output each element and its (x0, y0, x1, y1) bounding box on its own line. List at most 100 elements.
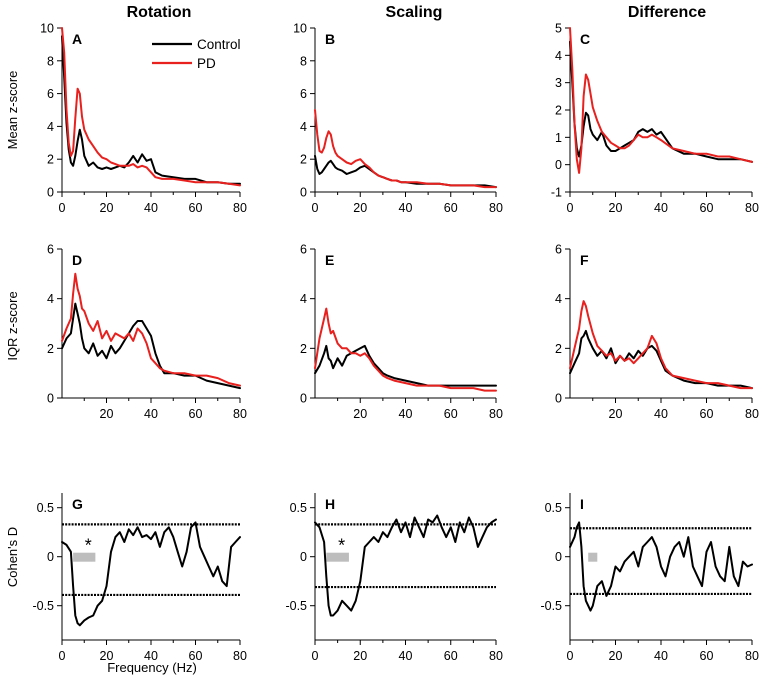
y-tick-label: 1 (555, 131, 562, 145)
x-tick-label: 0 (312, 649, 319, 663)
x-tick-label: 40 (399, 201, 413, 215)
x-tick-label: 20 (609, 407, 623, 421)
y-tick-label: 2 (47, 342, 54, 356)
series-pd (314, 307, 497, 392)
y-tick-label: 6 (47, 243, 54, 257)
y-tick-label: 2 (555, 104, 562, 118)
x-tick-label: 20 (609, 649, 623, 663)
y-tick-label: 0 (47, 392, 54, 406)
y-tick-label: 2 (47, 153, 54, 167)
series-cohen-s-d (314, 514, 497, 617)
x-tick-label: 60 (189, 649, 203, 663)
panel-letter: E (325, 252, 334, 268)
ylabel-cohens-d: Cohen's D (5, 527, 20, 587)
significance-bar (326, 552, 349, 562)
panel-b: 0 2 4 6 8 10 0 20 40 60 80 B (293, 22, 503, 216)
panel-letter: F (580, 252, 589, 268)
y-tick-label: -0.5 (285, 599, 307, 613)
x-tick-label: 20 (609, 201, 623, 215)
panel-letter: A (72, 31, 82, 47)
legend-label-control: Control (197, 37, 241, 52)
x-tick-label: 0 (312, 201, 319, 215)
x-tick-label: 20 (100, 407, 114, 421)
x-tick-label: 60 (444, 407, 458, 421)
y-tick-label: 4 (555, 292, 562, 306)
y-tick-label: 4 (555, 49, 562, 63)
x-tick-label: 20 (353, 407, 367, 421)
y-tick-label: 6 (300, 243, 307, 257)
significance-marker: * (85, 536, 92, 556)
y-tick-label: 2 (300, 342, 307, 356)
y-tick-label: -0.5 (32, 599, 54, 613)
panel-i: -0.5 0 0.5 0 20 40 60 80 I (540, 493, 759, 663)
panel-d: 0 2 4 6 20 40 60 80 D (47, 243, 247, 422)
x-tick-label: 80 (233, 201, 247, 215)
y-tick-label: 0.5 (37, 501, 54, 515)
panel-e: 0 2 4 6 20 40 60 80 E (300, 243, 503, 422)
panel-g: -0.5 0 0.5 0 20 40 60 80 G * (32, 493, 247, 663)
x-tick-label: 60 (700, 201, 714, 215)
x-tick-label: 40 (144, 407, 158, 421)
x-tick-label: 0 (59, 649, 66, 663)
x-tick-label: 40 (654, 201, 668, 215)
x-tick-label: 40 (399, 649, 413, 663)
column-titles: Rotation Scaling Difference (127, 4, 707, 21)
series-control (61, 302, 241, 390)
y-tick-label: 2 (555, 342, 562, 356)
series-pd (61, 272, 241, 387)
significance-bar (588, 552, 598, 562)
x-tick-label: 80 (233, 407, 247, 421)
x-tick-label: 0 (59, 201, 66, 215)
x-tick-label: 80 (745, 407, 759, 421)
y-tick-label: 4 (47, 120, 54, 134)
x-tick-label: 20 (100, 201, 114, 215)
panel-f: 0 2 4 6 20 40 60 80 F (555, 243, 759, 422)
row-labels: Mean z-score IQR z-score Cohen's D (5, 71, 20, 588)
series-pd (61, 27, 241, 187)
y-tick-label: 0 (300, 392, 307, 406)
y-tick-label: 0 (555, 550, 562, 564)
y-tick-label: 6 (555, 243, 562, 257)
series-control (314, 344, 497, 387)
panel-letter: B (325, 31, 335, 47)
series-pd (569, 27, 753, 174)
x-tick-label: 60 (700, 649, 714, 663)
y-tick-label: 5 (555, 22, 562, 36)
series-cohen-s-d (569, 521, 753, 612)
x-tick-label: 40 (144, 201, 158, 215)
panel-h: -0.5 0 0.5 0 20 40 60 80 H * (285, 493, 503, 663)
y-tick-label: 4 (47, 292, 54, 306)
y-tick-label: 0 (47, 186, 54, 200)
title-difference: Difference (628, 4, 706, 21)
title-scaling: Scaling (386, 4, 443, 21)
y-tick-label: 2 (300, 153, 307, 167)
x-tick-label: 80 (745, 201, 759, 215)
series-cohen-s-d (61, 521, 241, 627)
panel-letter: D (72, 252, 82, 268)
x-tick-label: 60 (700, 407, 714, 421)
y-tick-label: 3 (555, 76, 562, 90)
x-tick-label: 20 (353, 201, 367, 215)
series-control (569, 40, 753, 163)
y-tick-label: 0.5 (545, 501, 562, 515)
x-tick-label: 40 (654, 407, 668, 421)
x-tick-label: 20 (100, 649, 114, 663)
y-tick-label: 0 (47, 550, 54, 564)
x-tick-label: 0 (567, 649, 574, 663)
x-tick-label: 60 (444, 649, 458, 663)
ylabel-iqr: IQR z-score (5, 291, 20, 360)
panel-letter: G (72, 496, 83, 512)
legend-label-pd: PD (197, 56, 216, 71)
y-tick-label: -0.5 (540, 599, 562, 613)
y-tick-label: 6 (47, 87, 54, 101)
x-tick-label: 80 (489, 201, 503, 215)
y-tick-label: 0 (555, 158, 562, 172)
y-tick-label: 8 (300, 54, 307, 68)
y-tick-label: 10 (40, 22, 54, 36)
x-tick-label: 60 (189, 201, 203, 215)
panel-letter: C (580, 31, 590, 47)
y-tick-label: 4 (300, 120, 307, 134)
x-tick-label: 40 (144, 649, 158, 663)
x-tick-label: 40 (399, 407, 413, 421)
